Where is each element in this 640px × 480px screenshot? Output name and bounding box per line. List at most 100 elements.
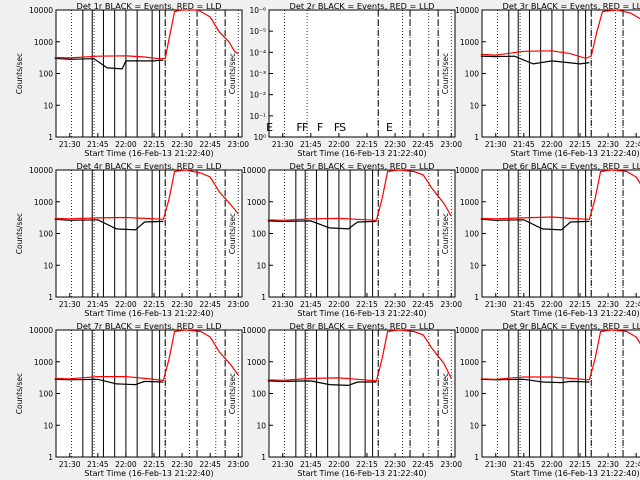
- x-tick-label: 22:30: [171, 300, 193, 309]
- y-tick-label: 1000: [247, 198, 266, 207]
- x-axis-label: Start Time (16-Feb-13 21:22:40): [510, 309, 639, 318]
- y-tick-label: 100: [465, 70, 480, 79]
- y-tick-label: 1: [474, 133, 479, 142]
- series-line-events: [54, 57, 164, 70]
- y-axis-label: Counts/sec: [15, 373, 24, 414]
- x-tick-label: 22:45: [625, 460, 640, 469]
- chart-panel-2: Det 2r BLACK = Events, RED = LLD 10⁰ 10⁻¹ 1…: [228, 1, 462, 158]
- x-tick-label: 22:45: [412, 140, 434, 149]
- chart-panel-7: Det 7r BLACK = Events, RED = LLD 1 10 100 10…: [15, 321, 249, 478]
- event-letter: E: [266, 121, 273, 134]
- x-tick-label: 22:45: [199, 460, 221, 469]
- x-tick-label: 21:45: [513, 460, 535, 469]
- y-tick-label: 10⁻¹: [249, 112, 266, 121]
- chart-title: Det 2r BLACK = Events, RED = LLD: [290, 1, 435, 11]
- x-tick-label: 22:00: [328, 140, 350, 149]
- chart-title: Det 4r BLACK = Events, RED = LLD: [77, 161, 222, 171]
- x-tick-label: 22:45: [199, 140, 221, 149]
- x-axis-label: Start Time (16-Feb-13 21:22:40): [510, 149, 639, 158]
- x-tick-label: 22:45: [625, 300, 640, 309]
- y-tick-label: 100: [252, 230, 267, 239]
- y-tick-label: 1: [48, 293, 53, 302]
- plot-frame: [268, 9, 456, 138]
- y-tick-label: 1: [474, 293, 479, 302]
- event-letter: F: [317, 121, 323, 134]
- event-letter: F: [302, 121, 308, 134]
- x-tick-label: 22:15: [356, 140, 378, 149]
- plot-frame: [481, 329, 640, 458]
- x-tick-label: 22:45: [412, 300, 434, 309]
- x-axis-label: Start Time (16-Feb-13 21:22:40): [84, 309, 213, 318]
- chart-title: Det 9r BLACK = Events, RED = LLD: [503, 321, 640, 331]
- x-tick-label: 22:15: [569, 460, 591, 469]
- x-tick-label: 23:00: [440, 460, 462, 469]
- x-tick-label: 21:30: [59, 460, 81, 469]
- y-tick-label: 100: [465, 390, 480, 399]
- x-tick-label: 21:30: [272, 300, 294, 309]
- plot-frame: [55, 169, 243, 298]
- x-tick-label: 22:15: [143, 300, 165, 309]
- x-tick-label: 22:00: [115, 140, 137, 149]
- x-tick-label: 21:30: [485, 300, 507, 309]
- y-tick-label: 1000: [247, 358, 266, 367]
- x-tick-label: 22:15: [356, 460, 378, 469]
- y-tick-label: 1000: [460, 198, 479, 207]
- y-tick-label: 10⁻³: [249, 70, 266, 79]
- x-tick-label: 22:45: [199, 300, 221, 309]
- y-tick-label: 10: [43, 421, 53, 430]
- series-line-events: [54, 378, 164, 386]
- x-tick-label: 22:30: [384, 300, 406, 309]
- x-axis-label: Start Time (16-Feb-13 21:22:40): [297, 309, 426, 318]
- x-tick-label: 22:15: [143, 460, 165, 469]
- y-tick-label: 100: [39, 390, 54, 399]
- x-tick-label: 21:45: [513, 300, 535, 309]
- y-tick-label: 10000: [29, 326, 53, 335]
- y-tick-label: 100: [39, 230, 54, 239]
- y-tick-label: 10: [43, 101, 53, 110]
- x-tick-label: 22:15: [569, 140, 591, 149]
- y-tick-label: 1000: [34, 198, 53, 207]
- series-line-lld: [54, 169, 239, 220]
- y-tick-label: 100: [39, 70, 54, 79]
- x-tick-label: 22:00: [328, 300, 350, 309]
- y-tick-label: 10: [469, 421, 479, 430]
- chart-title: Det 7r BLACK = Events, RED = LLD: [77, 321, 222, 331]
- x-tick-label: 21:45: [87, 300, 109, 309]
- y-tick-label: 10000: [455, 326, 479, 335]
- y-tick-label: 1: [474, 453, 479, 462]
- chart-title: Det 3r BLACK = Events, RED = LLD: [503, 1, 640, 11]
- x-tick-label: 22:15: [356, 300, 378, 309]
- x-tick-label: 21:30: [485, 460, 507, 469]
- y-axis-label: Counts/sec: [228, 373, 237, 414]
- plot-frame: [55, 329, 243, 458]
- plot-frame: [268, 329, 456, 458]
- event-letter: F: [296, 121, 302, 134]
- y-tick-label: 10000: [29, 166, 53, 175]
- chart-panel-8: Det 8r BLACK = Events, RED = LLD 1 10 100 10…: [228, 321, 462, 478]
- y-axis-label: Counts/sec: [228, 53, 237, 94]
- series-line-lld: [267, 169, 452, 221]
- series-line-lld: [267, 329, 452, 382]
- x-tick-label: 21:30: [59, 140, 81, 149]
- chart-panel-3: Det 3r BLACK = Events, RED = LLD 1 10 100 10…: [441, 1, 640, 158]
- y-tick-label: 10000: [242, 326, 266, 335]
- x-tick-label: 21:45: [513, 140, 535, 149]
- y-tick-label: 10000: [455, 6, 479, 15]
- y-axis-label: Counts/sec: [441, 373, 450, 414]
- series-line-events: [54, 218, 164, 231]
- chart-panel-5: Det 5r BLACK = Events, RED = LLD 1 10 100 10…: [228, 161, 462, 318]
- y-tick-label: 100: [252, 390, 267, 399]
- event-letter: F: [334, 121, 340, 134]
- x-tick-label: 23:00: [227, 300, 249, 309]
- x-tick-label: 22:45: [412, 460, 434, 469]
- x-tick-label: 22:15: [569, 300, 591, 309]
- plot-frame: [481, 169, 640, 298]
- y-axis-label: Counts/sec: [441, 213, 450, 254]
- x-tick-label: 23:00: [440, 140, 462, 149]
- y-tick-label: 100: [465, 230, 480, 239]
- x-tick-label: 22:00: [115, 460, 137, 469]
- x-tick-label: 22:30: [384, 460, 406, 469]
- y-tick-label: 10000: [242, 166, 266, 175]
- x-tick-label: 23:00: [227, 460, 249, 469]
